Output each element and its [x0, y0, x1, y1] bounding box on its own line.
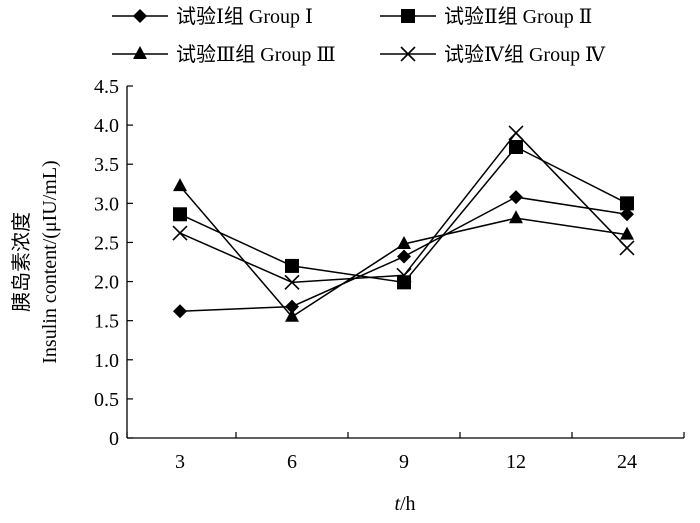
data-point-cross: [172, 225, 188, 241]
series-group-2: [173, 140, 634, 290]
series-group-3: [173, 178, 634, 322]
data-point-diamond: [397, 249, 411, 264]
data-point-triangle: [285, 308, 299, 322]
x-tick-label: 12: [506, 451, 526, 473]
data-point-diamond: [173, 304, 187, 319]
data-point-square: [509, 140, 523, 155]
data-point-square: [397, 275, 411, 290]
y-tick-label: 2.5: [94, 232, 119, 254]
legend-entry-group-2: 试验Ⅱ组 Group Ⅱ: [380, 5, 592, 28]
x-tick-label: 6: [287, 451, 297, 473]
data-point-triangle: [397, 236, 411, 250]
legend-label-group-3: 试验Ⅲ组 Group Ⅲ: [176, 43, 336, 66]
data-point-triangle: [620, 226, 634, 240]
legend: 试验Ⅰ组 Group Ⅰ 试验Ⅱ组 Group Ⅱ 试验Ⅲ组 Group Ⅲ 试…: [112, 5, 606, 66]
x-tick-label: 24: [617, 451, 637, 473]
y-tick-label: 1.0: [94, 350, 119, 372]
data-point-triangle: [173, 178, 187, 192]
x-tick-label: 9: [399, 451, 409, 473]
legend-label-group-4: 试验Ⅳ组 Group Ⅳ: [444, 43, 606, 66]
legend-marker-square: [401, 9, 415, 23]
data-point-cross: [284, 274, 300, 290]
series-group-4: [172, 125, 635, 290]
y-tick-label: 2.0: [94, 272, 119, 294]
data-point-square: [285, 258, 299, 273]
y-tick-label: 4.5: [94, 76, 119, 98]
legend-label-group-2: 试验Ⅱ组 Group Ⅱ: [444, 5, 592, 28]
y-tick-label: 3.0: [94, 193, 119, 215]
y-axis-title-cn: 胰岛素浓度: [10, 212, 33, 312]
data-point-cross: [396, 267, 412, 283]
data-point-diamond: [509, 190, 523, 205]
x-ticks: 3 6 9 12 24: [126, 432, 685, 473]
data-point-triangle: [509, 210, 523, 224]
x-tick-label: 3: [175, 451, 185, 473]
legend-marker-diamond: [133, 9, 147, 23]
x-axis-title-variable: t: [394, 493, 400, 515]
data-point-square: [620, 196, 634, 211]
data-point-cross: [508, 125, 524, 141]
y-tick-label: 4.0: [94, 115, 119, 137]
data-point-diamond: [620, 207, 634, 222]
data-point-diamond: [285, 299, 299, 314]
y-tick-label: 0.5: [94, 389, 119, 411]
y-ticks: 0 0.5 1.0 1.5 2.0 2.5 3.0 3.5 4.0 4.5: [94, 76, 133, 450]
data-point-square: [173, 207, 187, 222]
y-axis-title: 胰岛素浓度: [10, 212, 33, 312]
x-axis-title-unit: /h: [400, 493, 416, 515]
series-layer: [172, 125, 635, 322]
y-axis-title-en-group: Insulin content/(μIU/mL): [39, 160, 61, 363]
legend-marker-cross: [400, 46, 416, 62]
legend-marker-triangle: [133, 46, 147, 59]
series-group-1: [173, 190, 634, 319]
legend-entry-group-4: 试验Ⅳ组 Group Ⅳ: [380, 43, 606, 66]
legend-entry-group-1: 试验Ⅰ组 Group Ⅰ: [112, 5, 313, 28]
data-point-cross: [619, 240, 635, 256]
y-tick-label: 1.5: [94, 311, 119, 333]
legend-entry-group-3: 试验Ⅲ组 Group Ⅲ: [112, 43, 336, 66]
y-tick-label: 0: [109, 428, 119, 450]
y-tick-label: 3.5: [94, 154, 119, 176]
x-axis-title: t/h: [394, 493, 415, 515]
legend-label-group-1: 试验Ⅰ组 Group Ⅰ: [176, 5, 313, 28]
y-axis-title-en: Insulin content/(μIU/mL): [39, 160, 61, 363]
